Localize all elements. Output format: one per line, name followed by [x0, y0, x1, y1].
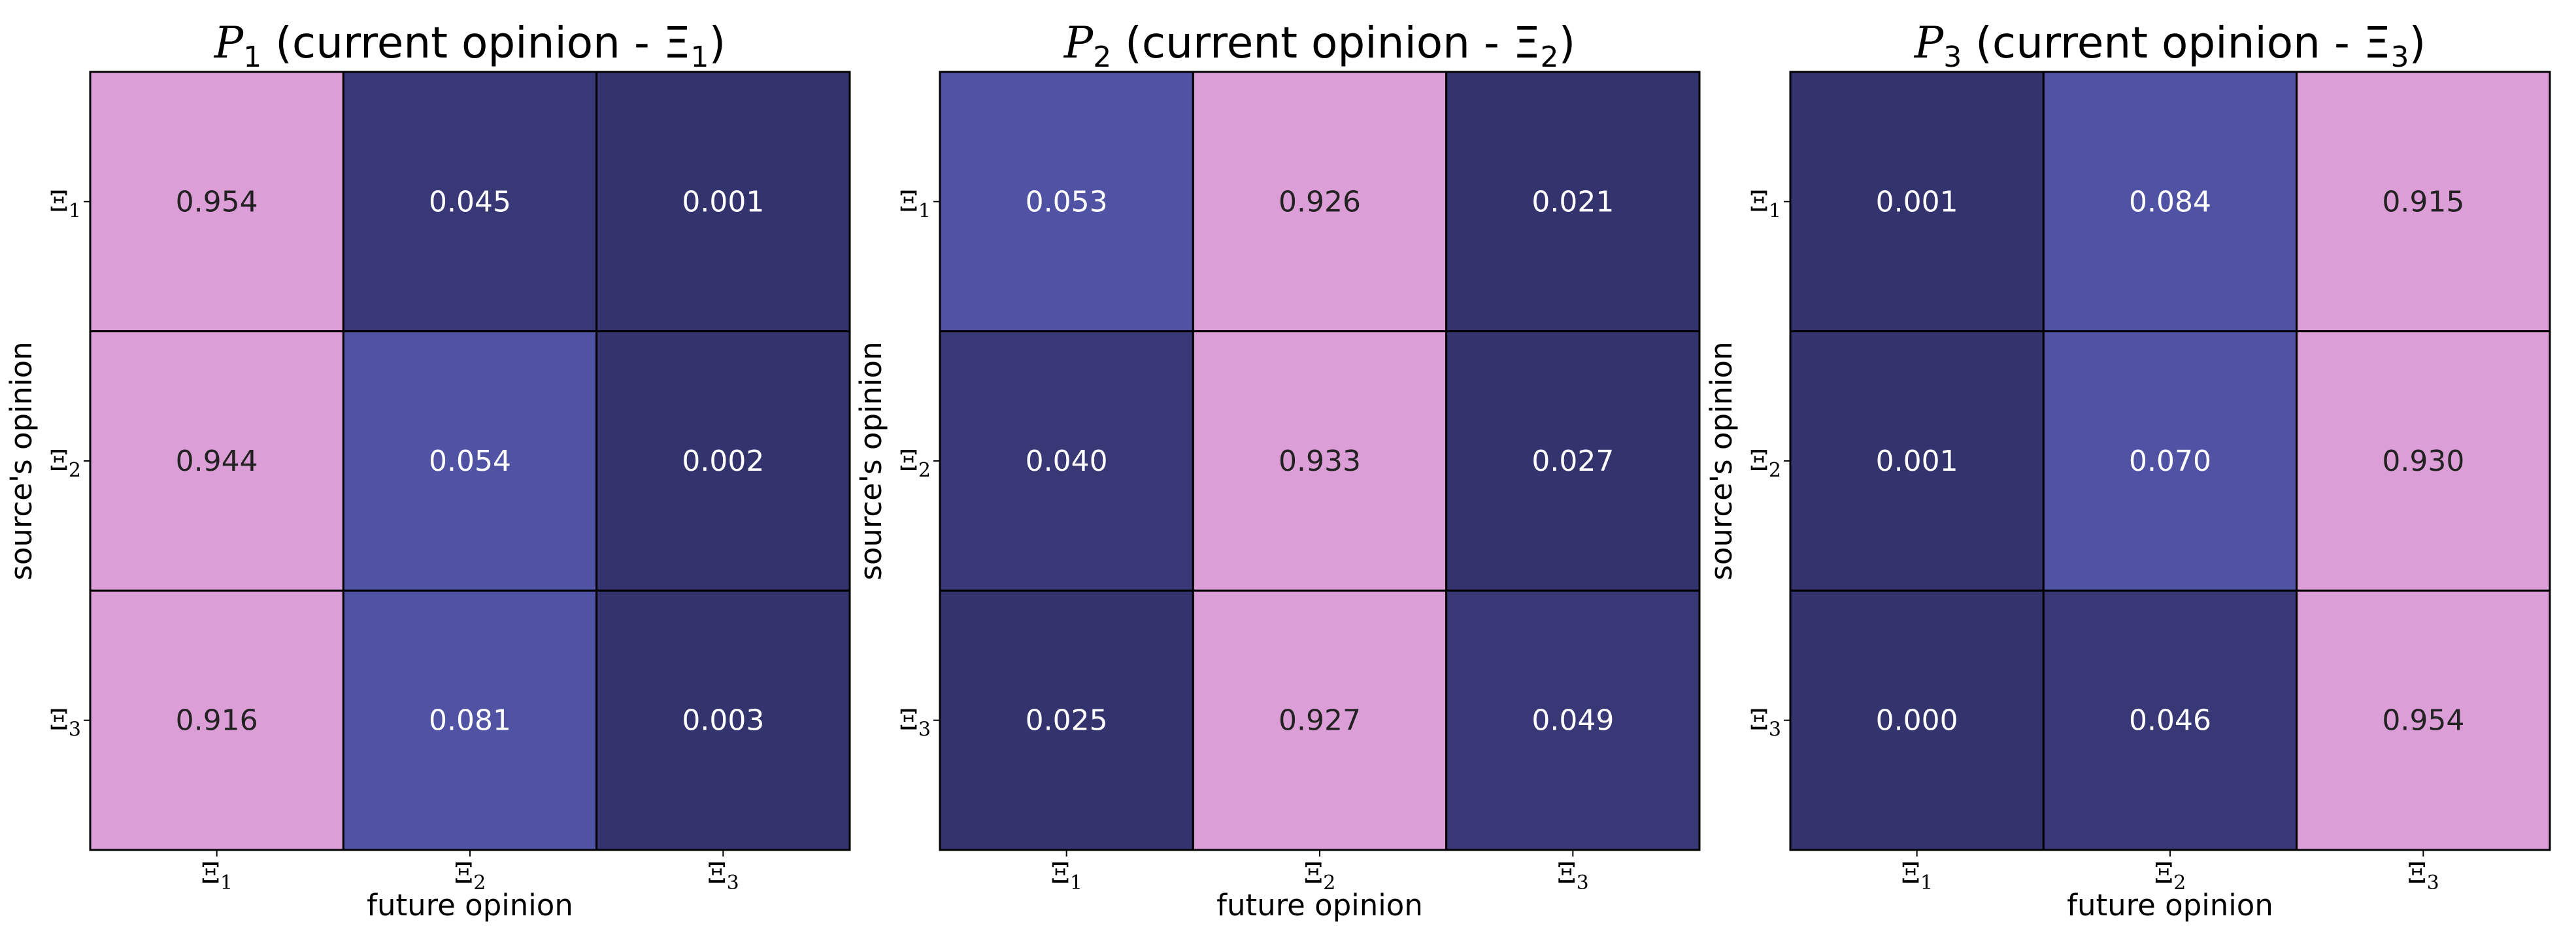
y-tick-label: Ξ1	[1749, 185, 1781, 222]
cell-value-label: 0.070	[2129, 445, 2211, 478]
cell-value-label: 0.040	[1026, 445, 1108, 478]
heatmap-cell	[1192, 589, 1448, 851]
cell-value-label: 0.930	[2382, 445, 2464, 478]
heatmap-cell	[2296, 71, 2551, 333]
heatmap-cell	[89, 71, 344, 333]
x-tick-label: Ξ3	[2407, 857, 2439, 894]
cell-value-label: 0.954	[176, 185, 258, 218]
cell-value-label: 0.001	[1876, 185, 1958, 218]
x-tick-label: Ξ2	[1304, 857, 1336, 894]
heatmap-cell	[2042, 71, 2298, 333]
x-axis-label: future opinion	[367, 888, 573, 923]
y-tick-label: Ξ3	[899, 704, 931, 741]
heatmap-cell	[939, 330, 1194, 592]
y-axis-label: source's opinion	[854, 341, 888, 580]
cell-value-label: 0.081	[429, 704, 511, 738]
y-axis-label: source's opinion	[4, 341, 39, 580]
heatmap-panel-3: 0.001 0.084 0.915 0.001 0.070 0.930 0.000 0.046…	[1704, 18, 2551, 923]
heatmap-cell	[939, 589, 1194, 851]
cell-value-label: 0.954	[2382, 704, 2464, 738]
heatmap-cell	[2296, 330, 2551, 592]
cell-value-label: 0.944	[176, 445, 258, 478]
x-tick-label: Ξ3	[707, 857, 739, 894]
cell-value-label: 0.053	[1026, 185, 1108, 218]
cell-value-label: 0.000	[1876, 704, 1958, 738]
panel-title: P2 (current opinion - Ξ2)	[1063, 18, 1575, 74]
heatmap-cell	[939, 71, 1194, 333]
x-tick-label: Ξ3	[1557, 857, 1589, 894]
heatmap-panel-1: 0.954 0.045 0.001 0.944 0.054 0.002 0.916 0.081…	[4, 18, 851, 923]
y-tick-label: Ξ1	[49, 185, 81, 222]
heatmap-cell	[342, 589, 598, 851]
cell-value-label: 0.027	[1531, 445, 1614, 478]
cell-value-label: 0.001	[682, 185, 764, 218]
cell-value-label: 0.049	[1531, 704, 1614, 738]
y-tick-label: Ξ2	[899, 445, 931, 482]
cell-value-label: 0.927	[1279, 704, 1361, 738]
cell-value-label: 0.045	[429, 185, 511, 218]
cell-value-label: 0.025	[1026, 704, 1108, 738]
heatmap-cell	[1789, 71, 2045, 333]
cell-value-label: 0.046	[2129, 704, 2211, 738]
x-tick-label: Ξ2	[454, 857, 486, 894]
heatmap-cell	[1445, 589, 1701, 851]
heatmap-cell	[342, 330, 598, 592]
cell-value-label: 0.916	[176, 704, 258, 738]
cell-value-label: 0.003	[682, 704, 764, 738]
y-tick-label: Ξ2	[49, 445, 81, 482]
heatmap-cell	[595, 330, 851, 592]
cell-value-label: 0.915	[2382, 185, 2464, 218]
x-tick-label: Ξ1	[201, 857, 233, 894]
x-tick-label: Ξ1	[1901, 857, 1933, 894]
y-tick-label: Ξ1	[899, 185, 931, 222]
cell-value-label: 0.054	[429, 445, 511, 478]
panel-title: P1 (current opinion - Ξ1)	[214, 18, 726, 74]
heatmap-panel-2: 0.053 0.926 0.021 0.040 0.933 0.027 0.025 0.927…	[854, 18, 1701, 923]
heatmap-cell	[89, 330, 344, 592]
cell-value-label: 0.002	[682, 445, 764, 478]
x-axis-label: future opinion	[1216, 888, 1423, 923]
y-axis-label: source's opinion	[1704, 341, 1739, 580]
x-tick-label: Ξ1	[1050, 857, 1082, 894]
y-tick-label: Ξ3	[49, 704, 81, 741]
y-tick-label: Ξ2	[1749, 445, 1781, 482]
heatmap-cell	[1192, 330, 1448, 592]
cell-value-label: 0.926	[1279, 185, 1361, 218]
x-tick-label: Ξ2	[2154, 857, 2186, 894]
x-axis-label: future opinion	[2067, 888, 2273, 923]
y-tick-label: Ξ3	[1749, 704, 1781, 741]
cell-value-label: 0.021	[1531, 185, 1614, 218]
heatmap-cell	[342, 71, 598, 333]
cell-value-label: 0.001	[1876, 445, 1958, 478]
cell-value-label: 0.933	[1279, 445, 1361, 478]
heatmap-cell	[1192, 71, 1448, 333]
panel-title: P3 (current opinion - Ξ3)	[1914, 18, 2426, 74]
heatmap-cell	[2042, 589, 2298, 851]
heatmap-cell	[1445, 71, 1701, 333]
heatmap-cell	[1445, 330, 1701, 592]
cell-value-label: 0.084	[2129, 185, 2211, 218]
